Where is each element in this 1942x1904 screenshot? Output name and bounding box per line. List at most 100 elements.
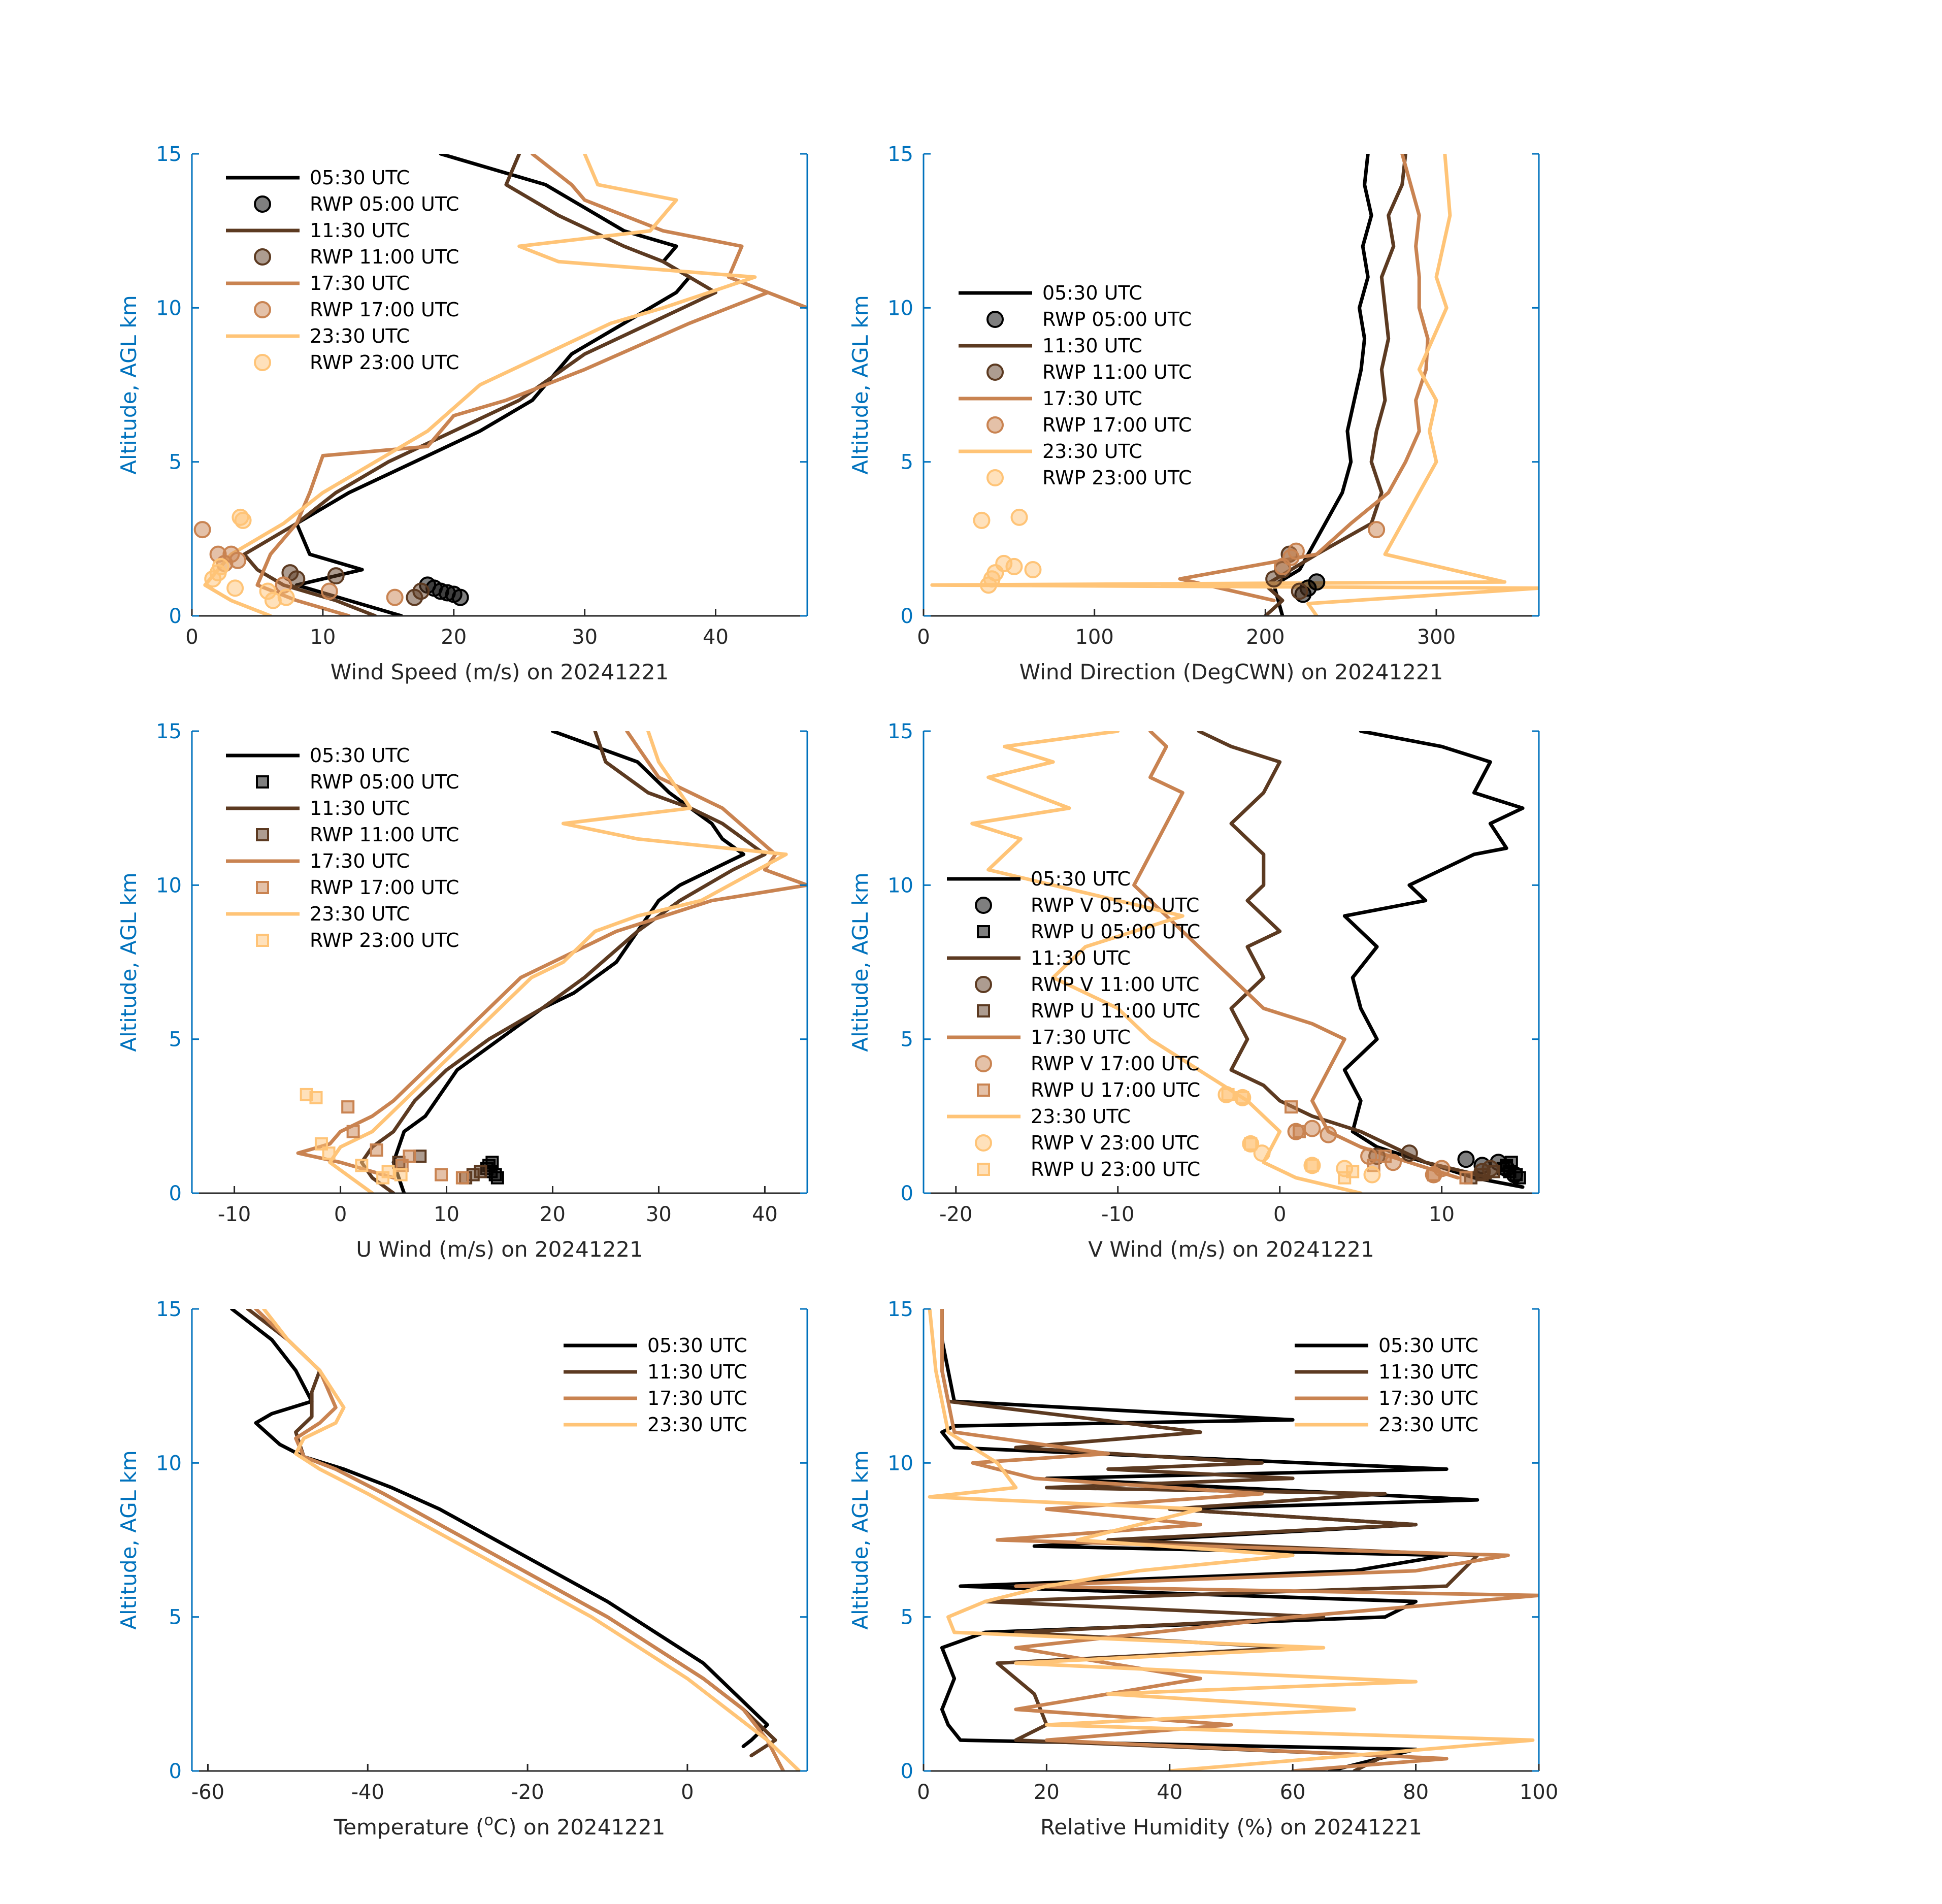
y-tick-label: 5 — [901, 1606, 913, 1629]
plot-area — [930, 154, 1539, 616]
legend-entry: 11:30 UTC — [226, 219, 410, 242]
y-tick-label: 10 — [887, 874, 913, 897]
marker-point — [1475, 1168, 1489, 1181]
legend-entry: 23:30 UTC — [959, 440, 1142, 463]
y-tick-label: 10 — [887, 297, 913, 320]
legend-swatch-circle — [975, 897, 992, 914]
marker-point — [474, 1165, 487, 1178]
legend-label: 17:30 UTC — [1031, 1026, 1131, 1048]
x-tick-label: 10 — [434, 1203, 459, 1226]
marker-point — [1292, 1125, 1306, 1138]
y-axis-label: Altitude, AGL km — [848, 295, 873, 474]
legend-label: RWP 17:00 UTC — [310, 299, 459, 321]
legend-label: 17:30 UTC — [1042, 387, 1142, 410]
legend: 05:30 UTC RWP 05:00 UTC 11:30 UTC RWP 11:00… — [959, 282, 1192, 489]
x-tick-label: 40 — [703, 626, 729, 649]
series-line-23-30-utc — [928, 1309, 1535, 1771]
plot-area — [230, 1309, 801, 1771]
legend-label: 23:30 UTC — [1042, 440, 1142, 463]
y-tick-label: 5 — [901, 1028, 913, 1052]
legend-label: 11:30 UTC — [1031, 947, 1131, 969]
x-tick-label: 0 — [185, 626, 198, 649]
marker-point — [346, 1125, 360, 1138]
y-axis-label: Altitude, AGL km — [848, 872, 873, 1052]
series-line-23-30-utc — [328, 731, 788, 1193]
legend-swatch-square — [256, 775, 269, 789]
x-tick-label: -40 — [351, 1781, 384, 1804]
legend-label: 17:30 UTC — [1378, 1387, 1478, 1409]
legend-entry: 05:30 UTC — [226, 167, 410, 189]
chart-panel-wind-speed: 0 10 20 30 40 0 5 10 15 Wind Speed (m/s) on 20241… — [116, 143, 808, 684]
x-tick-label: 0 — [917, 1781, 930, 1804]
x-tick-label: -20 — [511, 1781, 544, 1804]
legend-entry: RWP V 23:00 UTC — [975, 1132, 1199, 1154]
y-tick-label: 0 — [901, 1760, 913, 1783]
legend-entry: 23:30 UTC — [564, 1414, 747, 1436]
legend-label: RWP U 11:00 UTC — [1031, 1000, 1200, 1022]
legend-label: RWP U 05:00 UTC — [1031, 921, 1200, 943]
legend-label: 05:30 UTC — [1042, 282, 1142, 304]
marker-point — [1236, 1091, 1249, 1104]
legend-label: RWP V 17:00 UTC — [1031, 1053, 1199, 1075]
x-tick-label: 300 — [1417, 626, 1456, 649]
x-axis-label: Temperature (oC) on 20241221 — [334, 1812, 666, 1840]
y-tick-label: 5 — [169, 451, 182, 474]
legend-entry: RWP 05:00 UTC — [254, 193, 459, 215]
legend-label: 11:30 UTC — [310, 797, 410, 819]
marker-point — [309, 1091, 323, 1104]
legend-entry: 05:30 UTC — [564, 1334, 747, 1357]
legend-label: RWP V 05:00 UTC — [1031, 894, 1199, 916]
marker-point — [451, 588, 469, 606]
legend-entry: 05:30 UTC — [226, 744, 410, 767]
legend-entry: 17:30 UTC — [1295, 1387, 1478, 1409]
legend-swatch-circle — [975, 976, 992, 993]
legend-label: RWP 11:00 UTC — [1042, 361, 1192, 383]
legend: 05:30 UTC 11:30 UTC 17:30 UTC 23:30 UTC — [1295, 1334, 1478, 1436]
marker-point — [264, 592, 282, 609]
x-tick-label: -10 — [1101, 1203, 1134, 1226]
marker-point — [979, 576, 997, 594]
series-line-05-30-utc — [391, 731, 746, 1193]
marker-point — [435, 1168, 448, 1181]
legend-swatch-square — [977, 1084, 990, 1097]
x-axis-label: Wind Direction (DegCWN) on 20241221 — [1019, 660, 1443, 684]
y-tick-label: 15 — [156, 143, 182, 166]
legend-swatch-circle — [254, 354, 271, 371]
marker-point — [209, 564, 227, 582]
legend-label: 23:30 UTC — [310, 903, 410, 925]
y-tick-label: 15 — [156, 1298, 182, 1321]
x-tick-label: 0 — [917, 626, 930, 649]
x-tick-label: 30 — [572, 626, 598, 649]
chart-panel-v-wind: -20 -10 0 10 0 5 10 15 V Wind (m/s) on 20241221 A… — [848, 720, 1540, 1262]
legend-entry: 17:30 UTC — [226, 272, 410, 294]
x-axis-label: Wind Speed (m/s) on 20241221 — [331, 660, 669, 684]
legend-entry: RWP 17:00 UTC — [986, 414, 1192, 436]
plot-area — [296, 731, 807, 1193]
legend-entry: RWP U 17:00 UTC — [977, 1079, 1200, 1101]
legend-swatch-circle — [254, 301, 271, 318]
x-tick-label: 40 — [752, 1203, 778, 1226]
legend-entry: 23:30 UTC — [1295, 1414, 1478, 1436]
series-line-23-30-utc — [930, 154, 1539, 616]
x-tick-label: -20 — [939, 1203, 972, 1226]
legend-swatch-square — [256, 881, 269, 894]
y-tick-label: 15 — [887, 720, 913, 743]
marker-point — [1512, 1171, 1526, 1185]
legend: 05:30 UTC RWP 05:00 UTC 11:30 UTC RWP 11:00… — [226, 744, 459, 951]
legend-entry: 17:30 UTC — [959, 387, 1142, 410]
x-tick-label: 0 — [681, 1781, 694, 1804]
legend-swatch-circle — [986, 364, 1004, 381]
marker-point — [234, 511, 252, 529]
marker-point — [1274, 557, 1291, 575]
chart-panel-u-wind: -10 0 10 20 30 40 0 5 10 15 U Wind (m/s) on 202412… — [116, 720, 808, 1262]
legend-label: RWP 17:00 UTC — [310, 876, 459, 899]
x-tick-label: 100 — [1520, 1781, 1558, 1804]
marker-point — [1459, 1171, 1473, 1185]
x-tick-label: 100 — [1075, 626, 1113, 649]
series-line-11-30-utc — [940, 1309, 1479, 1771]
legend-label: 17:30 UTC — [310, 272, 410, 294]
legend-entry: RWP U 11:00 UTC — [977, 1000, 1200, 1022]
y-tick-label: 0 — [901, 605, 913, 628]
x-tick-label: 80 — [1403, 1781, 1429, 1804]
legend: 05:30 UTC RWP 05:00 UTC 11:30 UTC RWP 11:00… — [226, 167, 459, 374]
